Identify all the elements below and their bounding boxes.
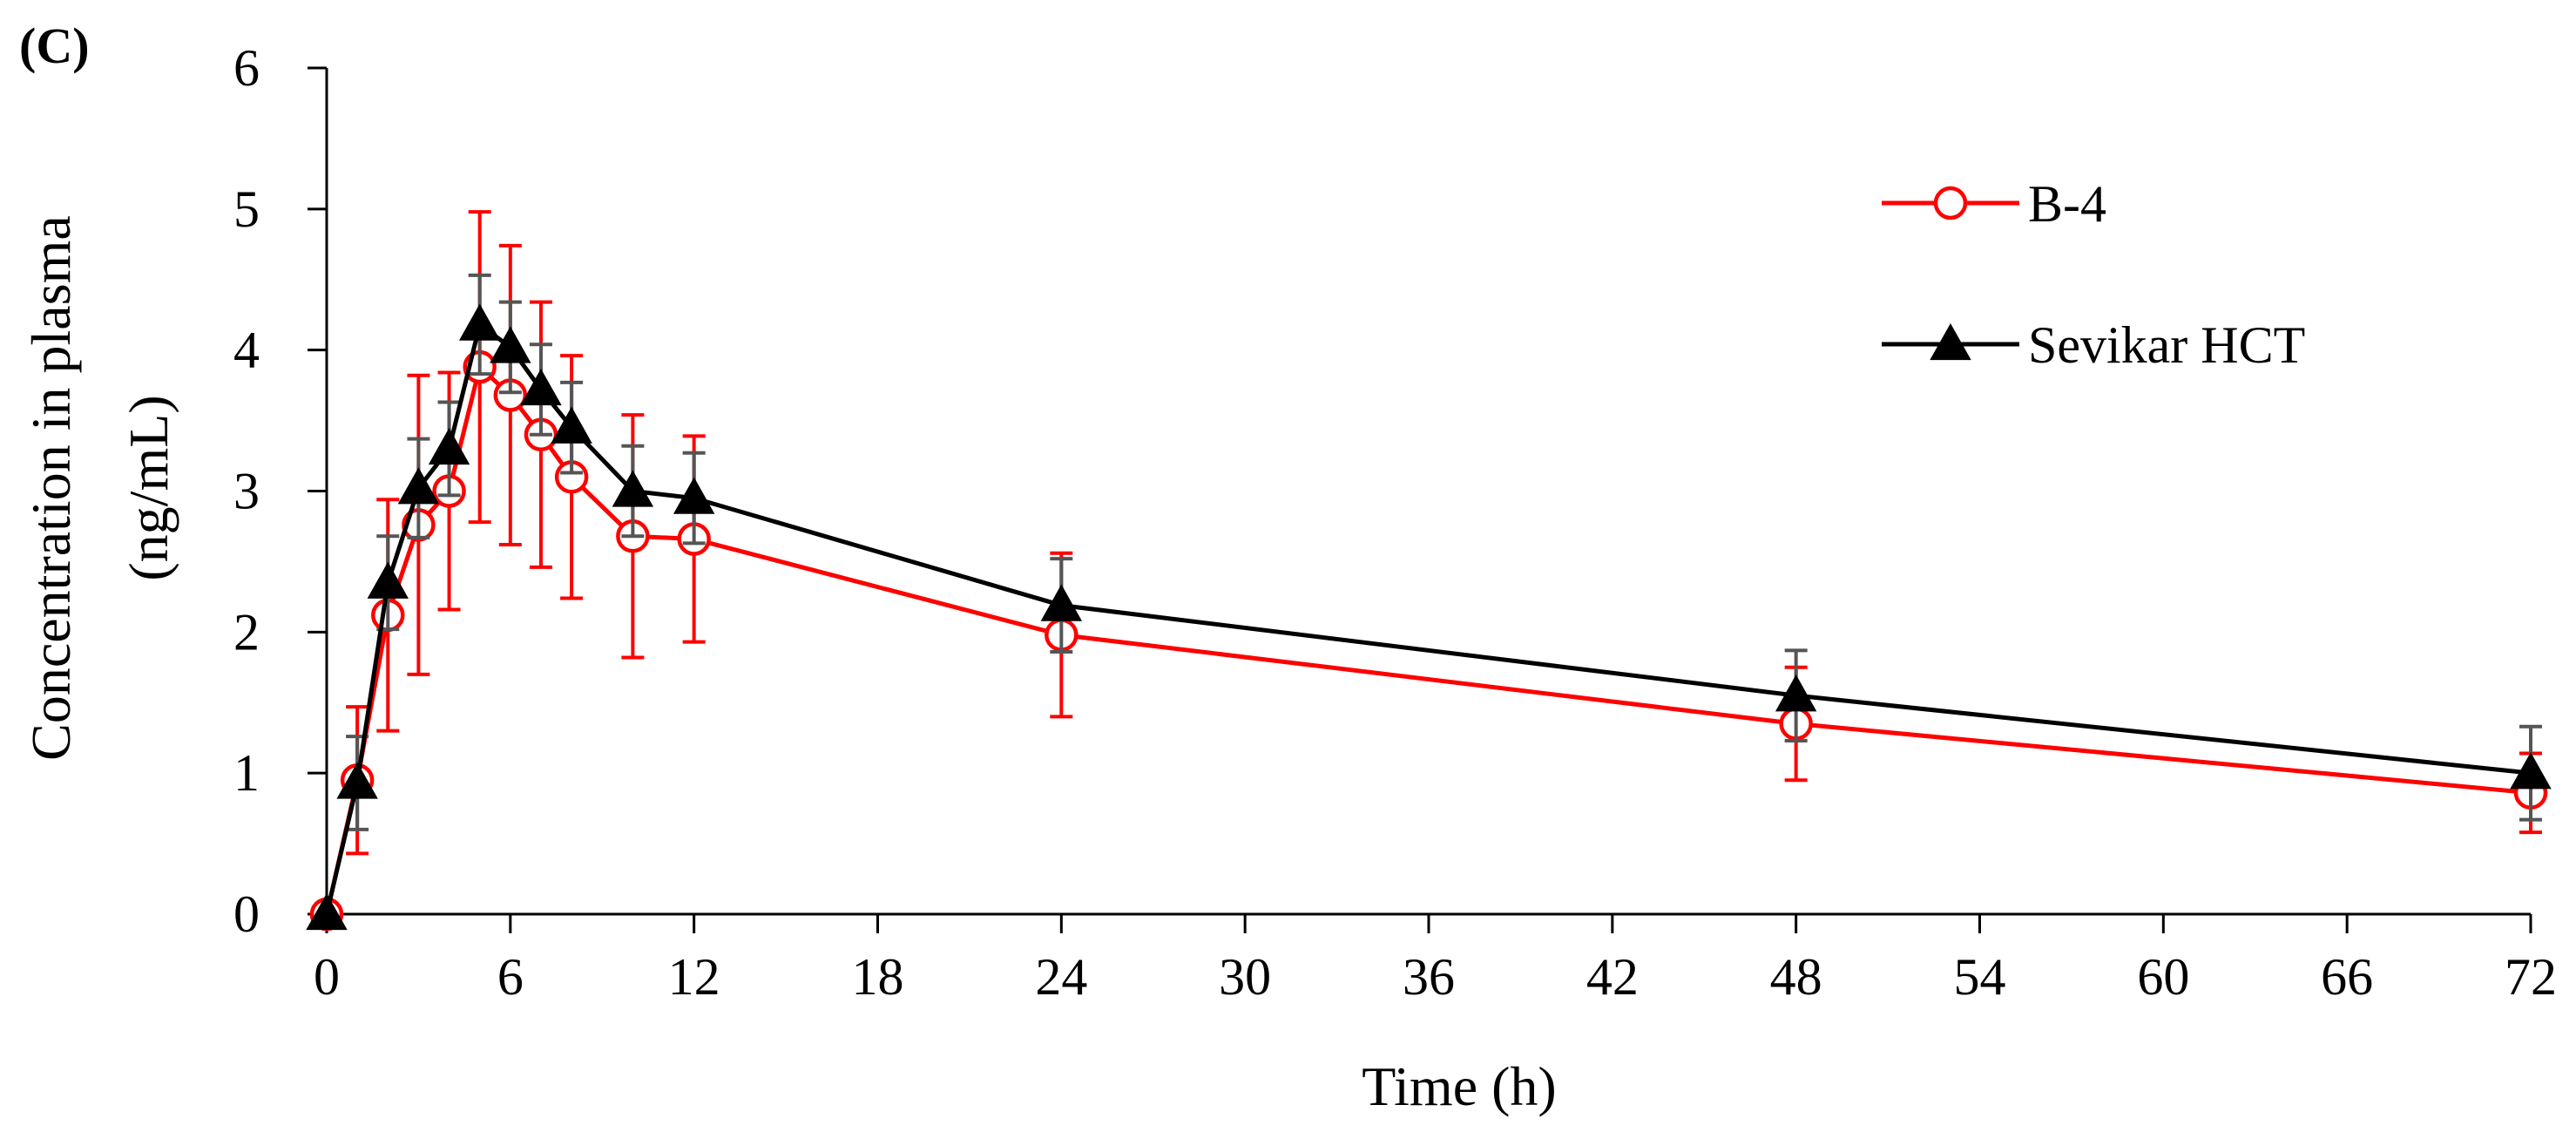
- data-point: [2510, 752, 2552, 790]
- y-tick-label: 6: [233, 39, 260, 97]
- legend-item: Sevikar HCT: [1882, 316, 2305, 374]
- x-tick-label: 48: [1770, 948, 1822, 1006]
- y-tick-label: 4: [233, 322, 260, 379]
- data-point: [306, 892, 348, 931]
- y-tick-label: 5: [233, 180, 260, 238]
- x-tick-label: 0: [314, 948, 340, 1006]
- data-point: [490, 326, 531, 363]
- x-tick-label: 18: [852, 948, 904, 1006]
- series-line: [324, 364, 2532, 915]
- x-tick-label: 42: [1586, 948, 1639, 1006]
- legend-triangle-marker: [1930, 322, 1971, 361]
- data-point: [367, 561, 409, 599]
- x-tick-label: 6: [497, 948, 524, 1006]
- legend-label: Sevikar HCT: [2028, 316, 2305, 374]
- panel-label: (C): [19, 17, 90, 74]
- data-point: [551, 406, 592, 444]
- data-point: [397, 467, 440, 505]
- series-sevikar-hct: [306, 273, 2552, 931]
- x-tick-label: 54: [1954, 948, 2006, 1006]
- x-tick-label: 66: [2321, 948, 2373, 1006]
- data-point: [520, 368, 562, 406]
- legend: B-4 Sevikar HCT: [1882, 175, 2305, 374]
- data-point: [612, 470, 654, 507]
- y-axis-title-line2: (ng/mL): [118, 395, 179, 580]
- data-point: [1040, 584, 1083, 621]
- y-tick-label: 3: [233, 463, 260, 520]
- legend-circle-marker: [1933, 186, 1968, 220]
- data-point: [428, 427, 470, 465]
- x-tick-label: 30: [1219, 948, 1271, 1006]
- data-point: [673, 477, 715, 514]
- data-point: [1775, 674, 1817, 712]
- x-tick-label: 24: [1035, 948, 1087, 1006]
- y-axis-title-group: Concentration in plasma (ng/mL): [20, 215, 179, 761]
- legend-item: B-4: [1882, 175, 2106, 233]
- data-point: [336, 762, 378, 799]
- legend-label: B-4: [2028, 175, 2106, 233]
- x-tick-label: 12: [668, 948, 720, 1006]
- y-tick-label: 0: [233, 885, 260, 943]
- x-tick-label: 60: [2137, 948, 2189, 1006]
- x-tick-label: 72: [2505, 948, 2557, 1006]
- series-line: [324, 322, 2532, 915]
- x-tick-label: 36: [1403, 948, 1455, 1006]
- y-tick-label: 1: [233, 744, 260, 802]
- series-layer: [306, 210, 2552, 932]
- y-tick-label: 2: [233, 603, 260, 661]
- x-axis-title: Time (h): [1362, 1055, 1556, 1117]
- data-point: [458, 303, 501, 341]
- y-axis-title-line1: Concentration in plasma: [20, 215, 82, 761]
